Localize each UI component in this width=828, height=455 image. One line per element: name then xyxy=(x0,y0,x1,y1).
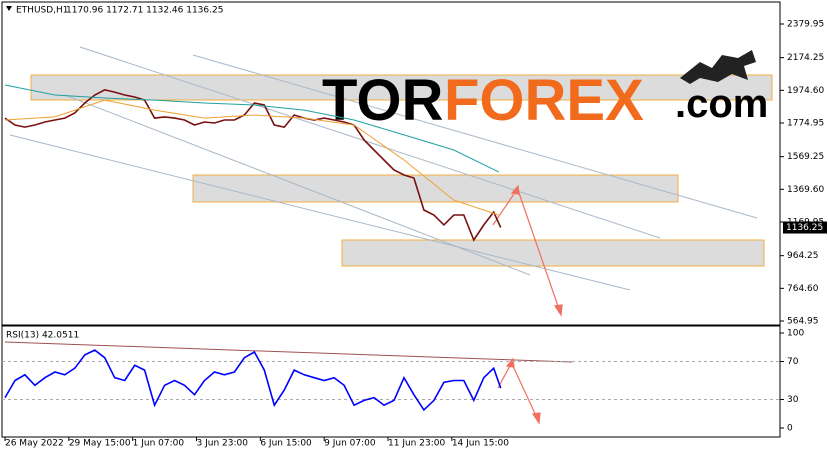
header-icon xyxy=(6,6,12,11)
y-tick-label: 2174.25 xyxy=(787,53,824,63)
y-tick-label: 1369.60 xyxy=(787,185,824,195)
series-line xyxy=(4,89,502,242)
price-panel-frame xyxy=(1,1,781,326)
x-tick-label: 6 Jun 15:00 xyxy=(260,439,312,449)
watermark-text: FOREX xyxy=(444,68,644,133)
y-tick-label: 1774.95 xyxy=(787,119,824,129)
y-tick-label: 30 xyxy=(787,395,799,405)
trend-line xyxy=(79,46,661,239)
rsi-trend-line xyxy=(4,341,573,363)
resistance-zone xyxy=(30,74,773,101)
y-tick-label: 70 xyxy=(787,357,799,367)
trend-line xyxy=(192,54,758,219)
y-tick-label: 1974.60 xyxy=(787,86,824,96)
y-tick-label: 964.25 xyxy=(787,251,819,261)
x-tick-label: 9 Jun 07:00 xyxy=(324,439,376,449)
y-tick-label: 2379.95 xyxy=(787,20,824,30)
arrow-head xyxy=(553,304,563,317)
x-tick-label: 14 Jun 15:00 xyxy=(452,439,509,449)
y-tick-label: 0 xyxy=(787,423,793,433)
series-line xyxy=(4,349,502,412)
x-tick-label: 1 Jun 07:00 xyxy=(133,439,185,449)
arrow xyxy=(511,363,539,421)
trend-line xyxy=(64,94,531,276)
rsi-panel-frame xyxy=(1,325,781,438)
support-zone xyxy=(341,239,765,267)
y-tick-label: 100 xyxy=(787,329,804,339)
arrow xyxy=(517,189,561,313)
x-tick-label: 29 May 15:00 xyxy=(69,439,131,449)
series-line xyxy=(4,99,499,216)
trend-line xyxy=(9,134,631,291)
symbol-title: ETHUSD,H1 xyxy=(16,6,69,16)
rsi-title: RSI(13) 42.0511 xyxy=(6,331,79,341)
trend-lines xyxy=(9,46,758,291)
resistance-zone xyxy=(192,174,679,203)
y-tick-label: 564.95 xyxy=(787,316,819,326)
watermark: TOR FOREX .com xyxy=(322,50,768,133)
last-price-label: 1136.25 xyxy=(786,223,823,233)
bull-icon xyxy=(680,50,756,84)
series-line xyxy=(4,84,499,173)
arrow-head xyxy=(531,412,541,425)
y-tick-label: 764.60 xyxy=(787,284,819,294)
last-price-box xyxy=(783,221,827,234)
y-tick-label: 1569.25 xyxy=(787,152,824,162)
x-tick-label: 11 Jun 23:00 xyxy=(388,439,445,449)
x-tick-label: 3 Jun 23:00 xyxy=(197,439,249,449)
watermark-text: .com xyxy=(675,82,768,126)
x-tick-label: 26 May 2022 xyxy=(5,439,64,449)
ohlc: 1170.96 1172.71 1132.46 1136.25 xyxy=(66,6,223,16)
